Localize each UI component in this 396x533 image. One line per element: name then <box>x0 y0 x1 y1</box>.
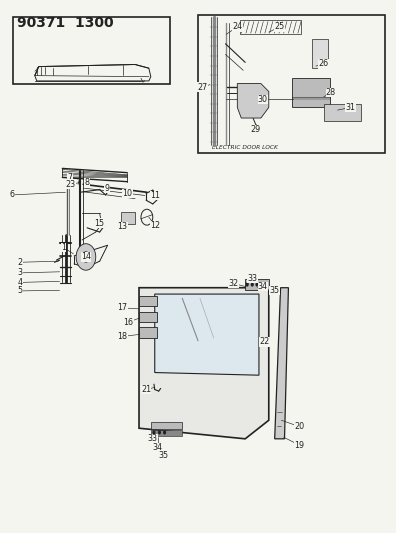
Text: 34: 34 <box>258 282 268 291</box>
Text: 10: 10 <box>122 189 132 198</box>
Text: 14: 14 <box>81 253 91 262</box>
Text: 27: 27 <box>198 83 208 92</box>
Text: 22: 22 <box>260 337 270 346</box>
Text: 34: 34 <box>153 443 163 453</box>
Bar <box>151 422 182 429</box>
Bar <box>151 430 182 436</box>
Text: 20: 20 <box>294 422 305 431</box>
Text: 9: 9 <box>104 183 109 192</box>
Text: ELECTRIC DOOR LOCK: ELECTRIC DOOR LOCK <box>212 145 278 150</box>
Text: 5: 5 <box>18 286 23 295</box>
Polygon shape <box>275 288 288 439</box>
Text: 12: 12 <box>150 221 161 230</box>
Bar <box>240 20 301 34</box>
Bar <box>198 14 385 152</box>
Text: 31: 31 <box>346 103 356 112</box>
Bar <box>324 104 361 120</box>
Text: 26: 26 <box>319 60 329 68</box>
Text: 1: 1 <box>61 243 66 252</box>
Text: 2: 2 <box>18 258 23 266</box>
Text: 7: 7 <box>68 173 73 182</box>
Circle shape <box>163 430 166 434</box>
Bar <box>139 312 157 322</box>
Circle shape <box>76 244 96 270</box>
Bar <box>139 327 157 338</box>
Text: 16: 16 <box>124 318 133 327</box>
Text: 29: 29 <box>250 125 260 134</box>
Text: 30: 30 <box>258 95 268 104</box>
Text: 15: 15 <box>94 219 104 228</box>
Text: 18: 18 <box>118 332 128 341</box>
Bar <box>245 279 269 290</box>
Polygon shape <box>139 288 269 439</box>
Polygon shape <box>155 294 259 375</box>
Text: 17: 17 <box>118 303 128 312</box>
Circle shape <box>246 282 249 287</box>
Text: 28: 28 <box>326 88 336 97</box>
Bar <box>121 213 135 224</box>
Text: 6: 6 <box>10 190 15 199</box>
Text: 21: 21 <box>141 385 151 394</box>
Text: 33: 33 <box>148 434 158 443</box>
Text: 4: 4 <box>18 278 23 287</box>
Text: 32: 32 <box>228 279 238 288</box>
Circle shape <box>152 430 156 434</box>
Text: 35: 35 <box>270 286 280 295</box>
Bar <box>139 296 157 306</box>
Circle shape <box>255 282 259 287</box>
Polygon shape <box>237 84 269 118</box>
Text: 8: 8 <box>85 178 89 187</box>
Text: 33: 33 <box>247 273 257 282</box>
Bar <box>312 38 328 68</box>
Text: 90371  1300: 90371 1300 <box>17 15 114 30</box>
Text: 35: 35 <box>158 451 168 461</box>
Text: 3: 3 <box>18 268 23 277</box>
Bar <box>13 17 170 84</box>
Text: 24: 24 <box>232 22 242 31</box>
Circle shape <box>158 430 161 434</box>
Circle shape <box>251 282 254 287</box>
Text: 23: 23 <box>65 180 75 189</box>
Bar <box>292 78 330 108</box>
Text: 19: 19 <box>294 441 305 450</box>
Text: 25: 25 <box>275 22 285 31</box>
Text: 11: 11 <box>150 191 160 200</box>
Text: 13: 13 <box>118 222 128 231</box>
Circle shape <box>82 252 90 262</box>
